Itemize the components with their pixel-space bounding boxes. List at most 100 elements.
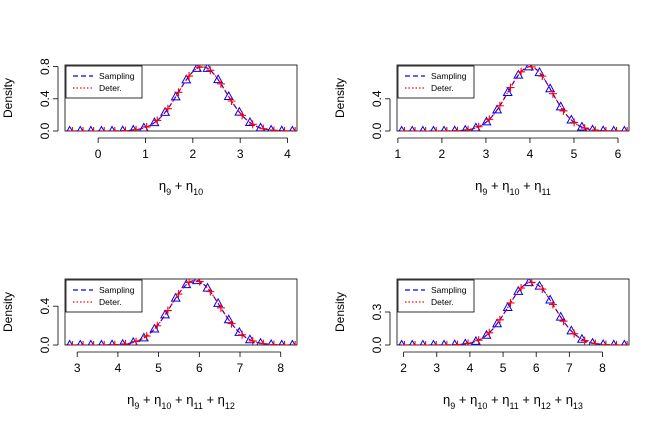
data-point-sampling bbox=[398, 339, 405, 345]
data-point-sampling bbox=[278, 339, 285, 345]
x-tick-label: 2 bbox=[400, 361, 407, 375]
data-point-sampling bbox=[440, 339, 448, 345]
data-point-deter bbox=[601, 340, 610, 345]
data-point-deter bbox=[432, 126, 441, 131]
y-tick-label: 0.0 bbox=[370, 122, 384, 139]
curves bbox=[397, 65, 629, 131]
data-point-deter bbox=[100, 340, 109, 345]
data-point-deter bbox=[238, 111, 247, 120]
data-point-sampling bbox=[170, 292, 181, 302]
data-point-sampling bbox=[181, 74, 192, 84]
x-axis-label-part: η bbox=[475, 178, 482, 193]
data-point-sampling bbox=[87, 125, 94, 131]
data-point-sampling bbox=[244, 116, 255, 127]
data-point-deter bbox=[474, 336, 483, 345]
x-tick-label: 3 bbox=[237, 147, 244, 161]
x-axis-label-part: η bbox=[534, 392, 541, 407]
data-point-deter bbox=[612, 126, 621, 131]
data-point-deter bbox=[580, 336, 589, 345]
data-point-sampling bbox=[610, 125, 617, 131]
data-point-deter bbox=[623, 126, 629, 131]
x-axis-label: η9 + η10 + η11 bbox=[475, 178, 551, 197]
x-tick-label: 5 bbox=[155, 361, 162, 375]
x-tick-label: 4 bbox=[467, 361, 474, 375]
data-point-sampling bbox=[513, 69, 524, 79]
data-point-sampling bbox=[481, 329, 492, 339]
x-tick-label: 5 bbox=[500, 361, 507, 375]
y-tick-label: 0.8 bbox=[38, 58, 52, 75]
data-point-sampling bbox=[234, 326, 245, 336]
data-point-deter bbox=[591, 126, 600, 131]
data-point-sampling bbox=[545, 83, 556, 93]
data-point-sampling bbox=[621, 125, 628, 131]
data-point-sampling bbox=[87, 339, 94, 345]
data-point-sampling bbox=[213, 297, 224, 307]
y-tick-label: 0.0 bbox=[38, 336, 52, 353]
data-point-deter bbox=[411, 127, 420, 131]
data-point-sampling bbox=[255, 122, 266, 131]
data-point-deter bbox=[421, 340, 430, 345]
data-point-sampling bbox=[98, 339, 105, 345]
data-point-deter bbox=[453, 340, 462, 345]
curves bbox=[397, 279, 629, 345]
data-point-sampling bbox=[555, 311, 566, 321]
data-point-deter bbox=[68, 127, 77, 131]
legend-label: Deter. bbox=[99, 297, 122, 307]
data-point-sampling bbox=[191, 279, 202, 285]
data-point-sampling bbox=[66, 339, 73, 345]
data-point-deter bbox=[580, 124, 589, 131]
x-tick-label: 3 bbox=[433, 361, 440, 375]
x-axis-label-part: η bbox=[154, 392, 161, 407]
data-point-sampling bbox=[66, 125, 73, 131]
legend: Sampling Deter. bbox=[397, 65, 475, 99]
data-point-deter bbox=[601, 126, 610, 131]
data-point-sampling bbox=[119, 125, 126, 131]
data-point-deter bbox=[421, 126, 430, 131]
data-point-deter bbox=[259, 124, 268, 131]
data-point-sampling bbox=[419, 125, 426, 131]
data-point-sampling bbox=[451, 339, 458, 345]
data-point-sampling bbox=[409, 125, 416, 131]
data-point-sampling bbox=[430, 125, 437, 131]
data-point-sampling bbox=[513, 285, 524, 295]
data-point-sampling bbox=[610, 339, 617, 345]
data-point-deter bbox=[248, 336, 257, 345]
x-tick-label: 4 bbox=[527, 147, 534, 161]
data-point-sampling bbox=[223, 91, 234, 101]
data-point-deter bbox=[195, 279, 204, 286]
data-point-sampling bbox=[213, 74, 224, 84]
data-point-sampling bbox=[170, 91, 181, 101]
y-axis-label: Density bbox=[333, 78, 347, 118]
data-point-sampling bbox=[398, 125, 405, 131]
x-axis-label-part: η bbox=[502, 392, 509, 407]
x-axis-label-part: η bbox=[218, 392, 225, 407]
data-point-deter bbox=[238, 330, 247, 339]
y-axis-label: Density bbox=[1, 292, 15, 332]
y-tick-label: 0.4 bbox=[370, 90, 384, 107]
y-tick-label: 0.0 bbox=[38, 122, 52, 139]
data-point-sampling bbox=[621, 339, 628, 345]
data-point-deter bbox=[79, 340, 88, 345]
y-axis-label: Density bbox=[1, 78, 15, 118]
legend-label: Deter. bbox=[431, 297, 454, 307]
x-axis-label-part: 11 bbox=[542, 187, 551, 197]
data-point-sampling bbox=[77, 339, 84, 345]
data-point-deter bbox=[174, 290, 183, 299]
legend: Sampling Deter. bbox=[65, 65, 143, 99]
legend-box bbox=[397, 65, 475, 99]
data-point-deter bbox=[411, 341, 420, 345]
data-point-deter bbox=[79, 127, 88, 131]
data-point-deter bbox=[163, 306, 172, 315]
x-axis-label-part: 9 bbox=[134, 401, 139, 411]
data-point-deter bbox=[464, 339, 473, 345]
legend-label: Deter. bbox=[431, 83, 454, 93]
data-point-deter bbox=[132, 337, 141, 345]
x-tick-label: 2 bbox=[439, 147, 446, 161]
data-point-deter bbox=[110, 126, 119, 131]
data-point-deter bbox=[591, 339, 600, 345]
data-point-sampling bbox=[160, 309, 171, 319]
data-point-deter bbox=[153, 116, 162, 125]
legend-box bbox=[397, 279, 475, 313]
